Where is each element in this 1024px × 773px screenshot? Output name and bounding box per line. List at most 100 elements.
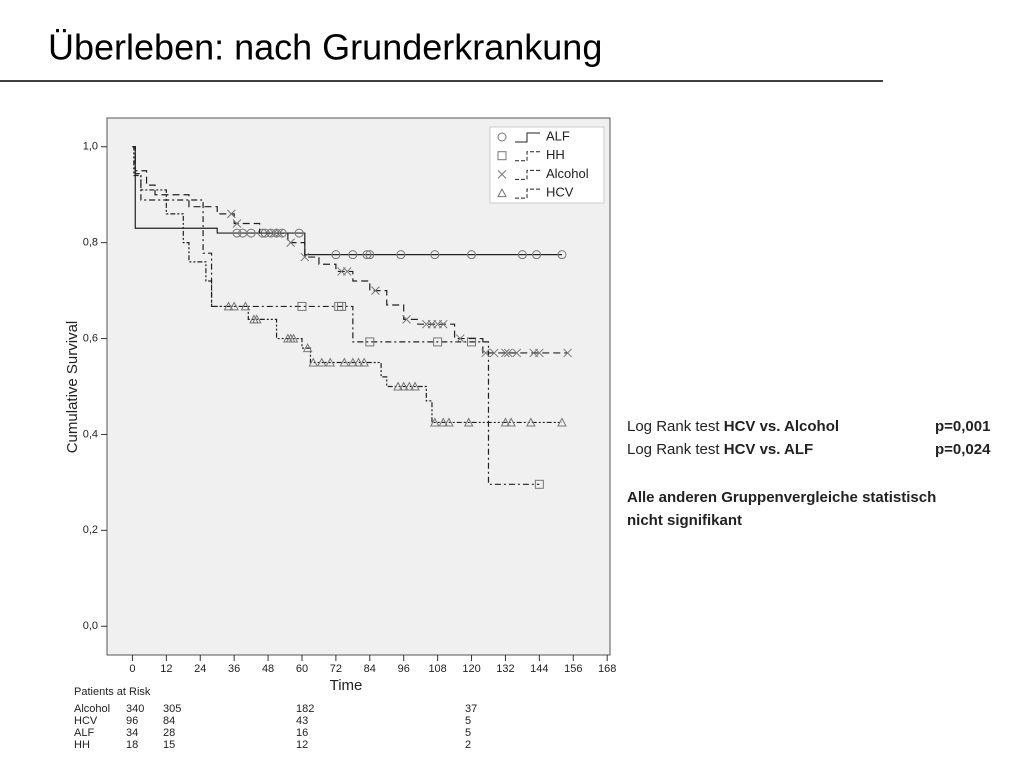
censor-mark bbox=[402, 315, 411, 324]
censor-mark bbox=[404, 381, 415, 391]
censor-mark bbox=[501, 348, 510, 358]
x-tick-label: 24 bbox=[194, 663, 206, 675]
legend-label: HCV bbox=[546, 185, 574, 200]
y-tick-label: 0,0 bbox=[83, 620, 98, 632]
plot bbox=[132, 146, 572, 489]
censor-mark bbox=[438, 319, 448, 329]
censor-mark bbox=[535, 348, 544, 358]
censor-mark bbox=[365, 337, 375, 347]
risk-cell: 5 bbox=[465, 715, 471, 727]
censor-mark bbox=[506, 417, 516, 427]
slide-title: Überleben: nach Grunderkrankung bbox=[48, 27, 602, 68]
x-tick-label: 144 bbox=[530, 663, 548, 675]
test-line: Log Rank test HCV vs. Alcohol bbox=[627, 418, 839, 435]
censor-mark bbox=[232, 219, 242, 228]
censor-mark bbox=[316, 357, 327, 367]
censor-mark bbox=[500, 417, 511, 427]
censor-mark bbox=[532, 250, 542, 260]
censor-mark bbox=[348, 357, 358, 367]
censor-mark bbox=[398, 381, 409, 391]
test-comparison: HCV vs. Alcohol bbox=[724, 418, 839, 435]
censor-mark bbox=[430, 250, 440, 260]
risk-cell: 84 bbox=[163, 715, 175, 727]
legend-box bbox=[489, 126, 605, 204]
censor-mark bbox=[362, 250, 372, 260]
x-tick-label: 48 bbox=[262, 663, 274, 675]
censor-mark bbox=[393, 381, 403, 391]
legend-line bbox=[515, 132, 540, 143]
y-tick-label: 0,6 bbox=[83, 332, 98, 344]
y-tick-label: 0,4 bbox=[83, 428, 98, 440]
censor-mark bbox=[288, 333, 299, 343]
p-value: p=0,024 bbox=[935, 441, 991, 458]
risk-cell: 37 bbox=[465, 703, 477, 715]
censor-mark bbox=[467, 337, 477, 347]
censor-mark bbox=[410, 381, 420, 391]
censor-mark bbox=[396, 250, 406, 260]
censor-mark bbox=[342, 267, 352, 276]
censor-mark bbox=[563, 348, 572, 358]
censor-mark bbox=[226, 209, 236, 219]
x-tick-label: 84 bbox=[364, 663, 376, 675]
censor-mark bbox=[286, 238, 296, 248]
x-tick-label: 120 bbox=[462, 663, 480, 675]
censor-mark bbox=[526, 417, 536, 427]
x-tick-label: 72 bbox=[330, 663, 342, 675]
censor-mark bbox=[497, 170, 507, 179]
risk-cell: Alcohol bbox=[74, 703, 110, 715]
risk-cell: 16 bbox=[296, 727, 308, 739]
censor-mark bbox=[240, 301, 251, 311]
censor-mark bbox=[497, 132, 507, 142]
censor-mark bbox=[365, 250, 375, 260]
risk-cell: ALF bbox=[74, 727, 94, 739]
x-tick-label: 156 bbox=[564, 663, 582, 675]
risk-cell: 2 bbox=[465, 739, 471, 751]
test-comparison: HCV vs. ALF bbox=[724, 441, 813, 458]
risk-table-title: Patients at Risk bbox=[74, 686, 151, 698]
censor-mark bbox=[232, 228, 242, 238]
censor-mark bbox=[467, 250, 477, 260]
censor-mark bbox=[481, 348, 491, 358]
censor-mark bbox=[497, 188, 507, 198]
censor-mark bbox=[229, 301, 239, 311]
censor-mark bbox=[444, 417, 454, 427]
y-tick-label: 1,0 bbox=[83, 141, 98, 153]
plot-area bbox=[106, 117, 611, 656]
risk-cell: HH bbox=[74, 739, 90, 751]
legend-label: Alcohol bbox=[546, 166, 589, 181]
x-tick-label: 132 bbox=[496, 663, 514, 675]
censor-mark bbox=[325, 357, 336, 367]
legend: ALF HH Alcohol HCV bbox=[497, 128, 589, 200]
y-tick-label: 0,8 bbox=[83, 237, 98, 249]
censor-mark bbox=[359, 357, 369, 367]
censor-mark bbox=[557, 417, 567, 427]
risk-cell: 12 bbox=[296, 739, 308, 751]
conclusion-line: nicht signifikant bbox=[627, 512, 742, 529]
censor-mark bbox=[308, 357, 319, 367]
x-tick-label: 108 bbox=[428, 663, 446, 675]
risk-cell: 15 bbox=[163, 739, 175, 751]
test-line: Log Rank test HCV vs. ALF bbox=[627, 441, 813, 458]
risk-cell: 182 bbox=[296, 703, 314, 715]
censor-mark bbox=[517, 250, 527, 260]
risk-cell: 28 bbox=[163, 727, 175, 739]
conclusion-line: Alle anderen Gruppenvergleiche statistis… bbox=[627, 489, 936, 506]
x-tick-label: 36 bbox=[228, 663, 240, 675]
censor-mark bbox=[331, 250, 341, 260]
censor-mark bbox=[438, 417, 449, 427]
y-tick-label: 0,2 bbox=[83, 524, 98, 536]
legend-line bbox=[515, 151, 540, 162]
survival-curve bbox=[132, 146, 540, 485]
survival-curve bbox=[132, 146, 562, 424]
censor-mark bbox=[275, 228, 284, 238]
censor-mark bbox=[557, 250, 567, 260]
x-tick-label: 0 bbox=[129, 663, 135, 675]
censor-mark bbox=[455, 334, 465, 343]
censor-mark bbox=[337, 301, 347, 311]
legend-line bbox=[515, 169, 540, 180]
risk-cell: 5 bbox=[465, 727, 471, 739]
x-axis-label: Time bbox=[330, 677, 363, 694]
censor-mark bbox=[503, 348, 513, 358]
censor-mark bbox=[246, 228, 256, 238]
